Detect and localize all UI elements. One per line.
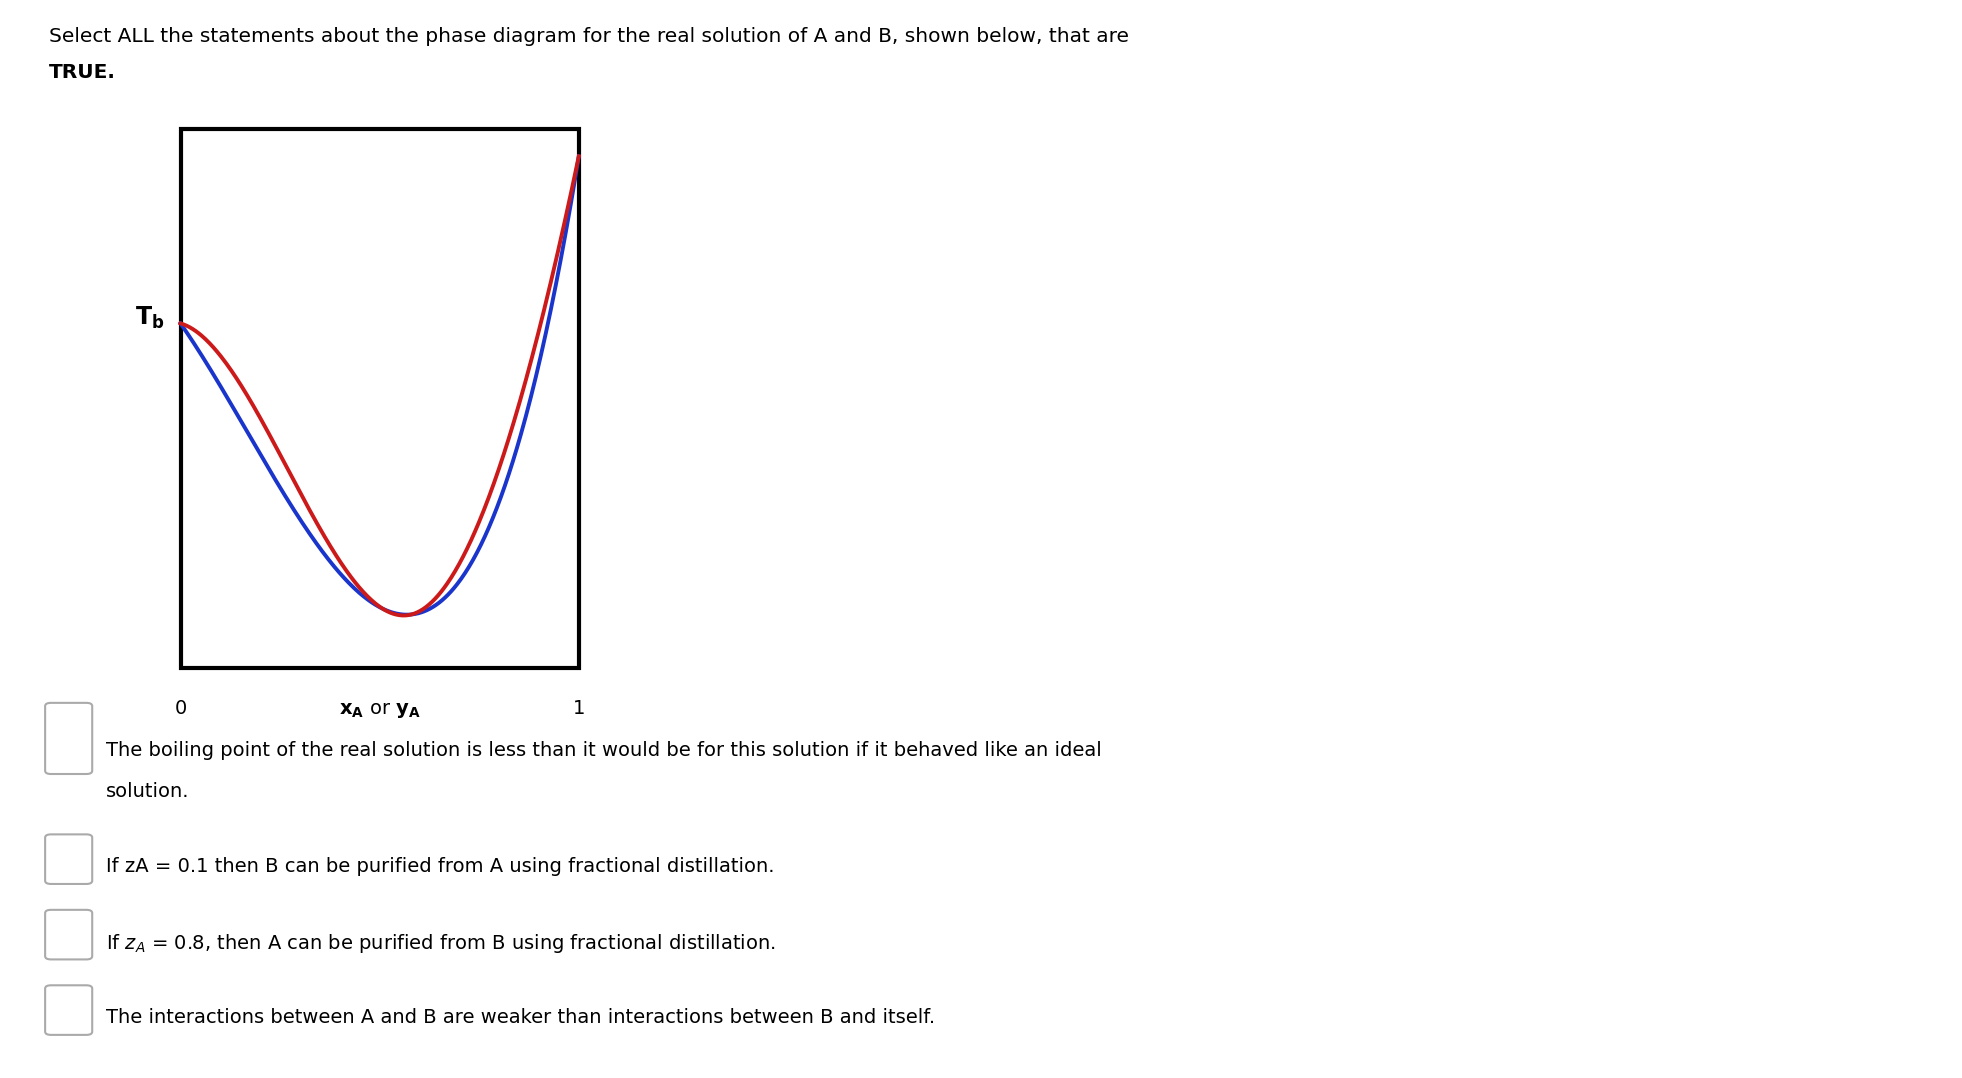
Text: If $z_A$ = 0.8, then A can be purified from B using fractional distillation.: If $z_A$ = 0.8, then A can be purified f… bbox=[106, 932, 775, 955]
Text: TRUE.: TRUE. bbox=[49, 63, 116, 82]
Text: $\mathbf{T_b}$: $\mathbf{T_b}$ bbox=[135, 305, 165, 331]
Text: The interactions between A and B are weaker than interactions between B and itse: The interactions between A and B are wea… bbox=[106, 1008, 936, 1027]
Text: 1: 1 bbox=[573, 699, 585, 718]
Text: If zA = 0.1 then B can be purified from A using fractional distillation.: If zA = 0.1 then B can be purified from … bbox=[106, 857, 775, 876]
Text: solution.: solution. bbox=[106, 782, 190, 801]
Bar bbox=[181, 129, 579, 668]
Text: The boiling point of the real solution is less than it would be for this solutio: The boiling point of the real solution i… bbox=[106, 741, 1103, 760]
Text: $\mathbf{x_A}$ or $\mathbf{y_A}$: $\mathbf{x_A}$ or $\mathbf{y_A}$ bbox=[339, 701, 420, 720]
Text: 0: 0 bbox=[175, 699, 186, 718]
Text: Select ALL the statements about the phase diagram for the real solution of A and: Select ALL the statements about the phas… bbox=[49, 27, 1128, 46]
